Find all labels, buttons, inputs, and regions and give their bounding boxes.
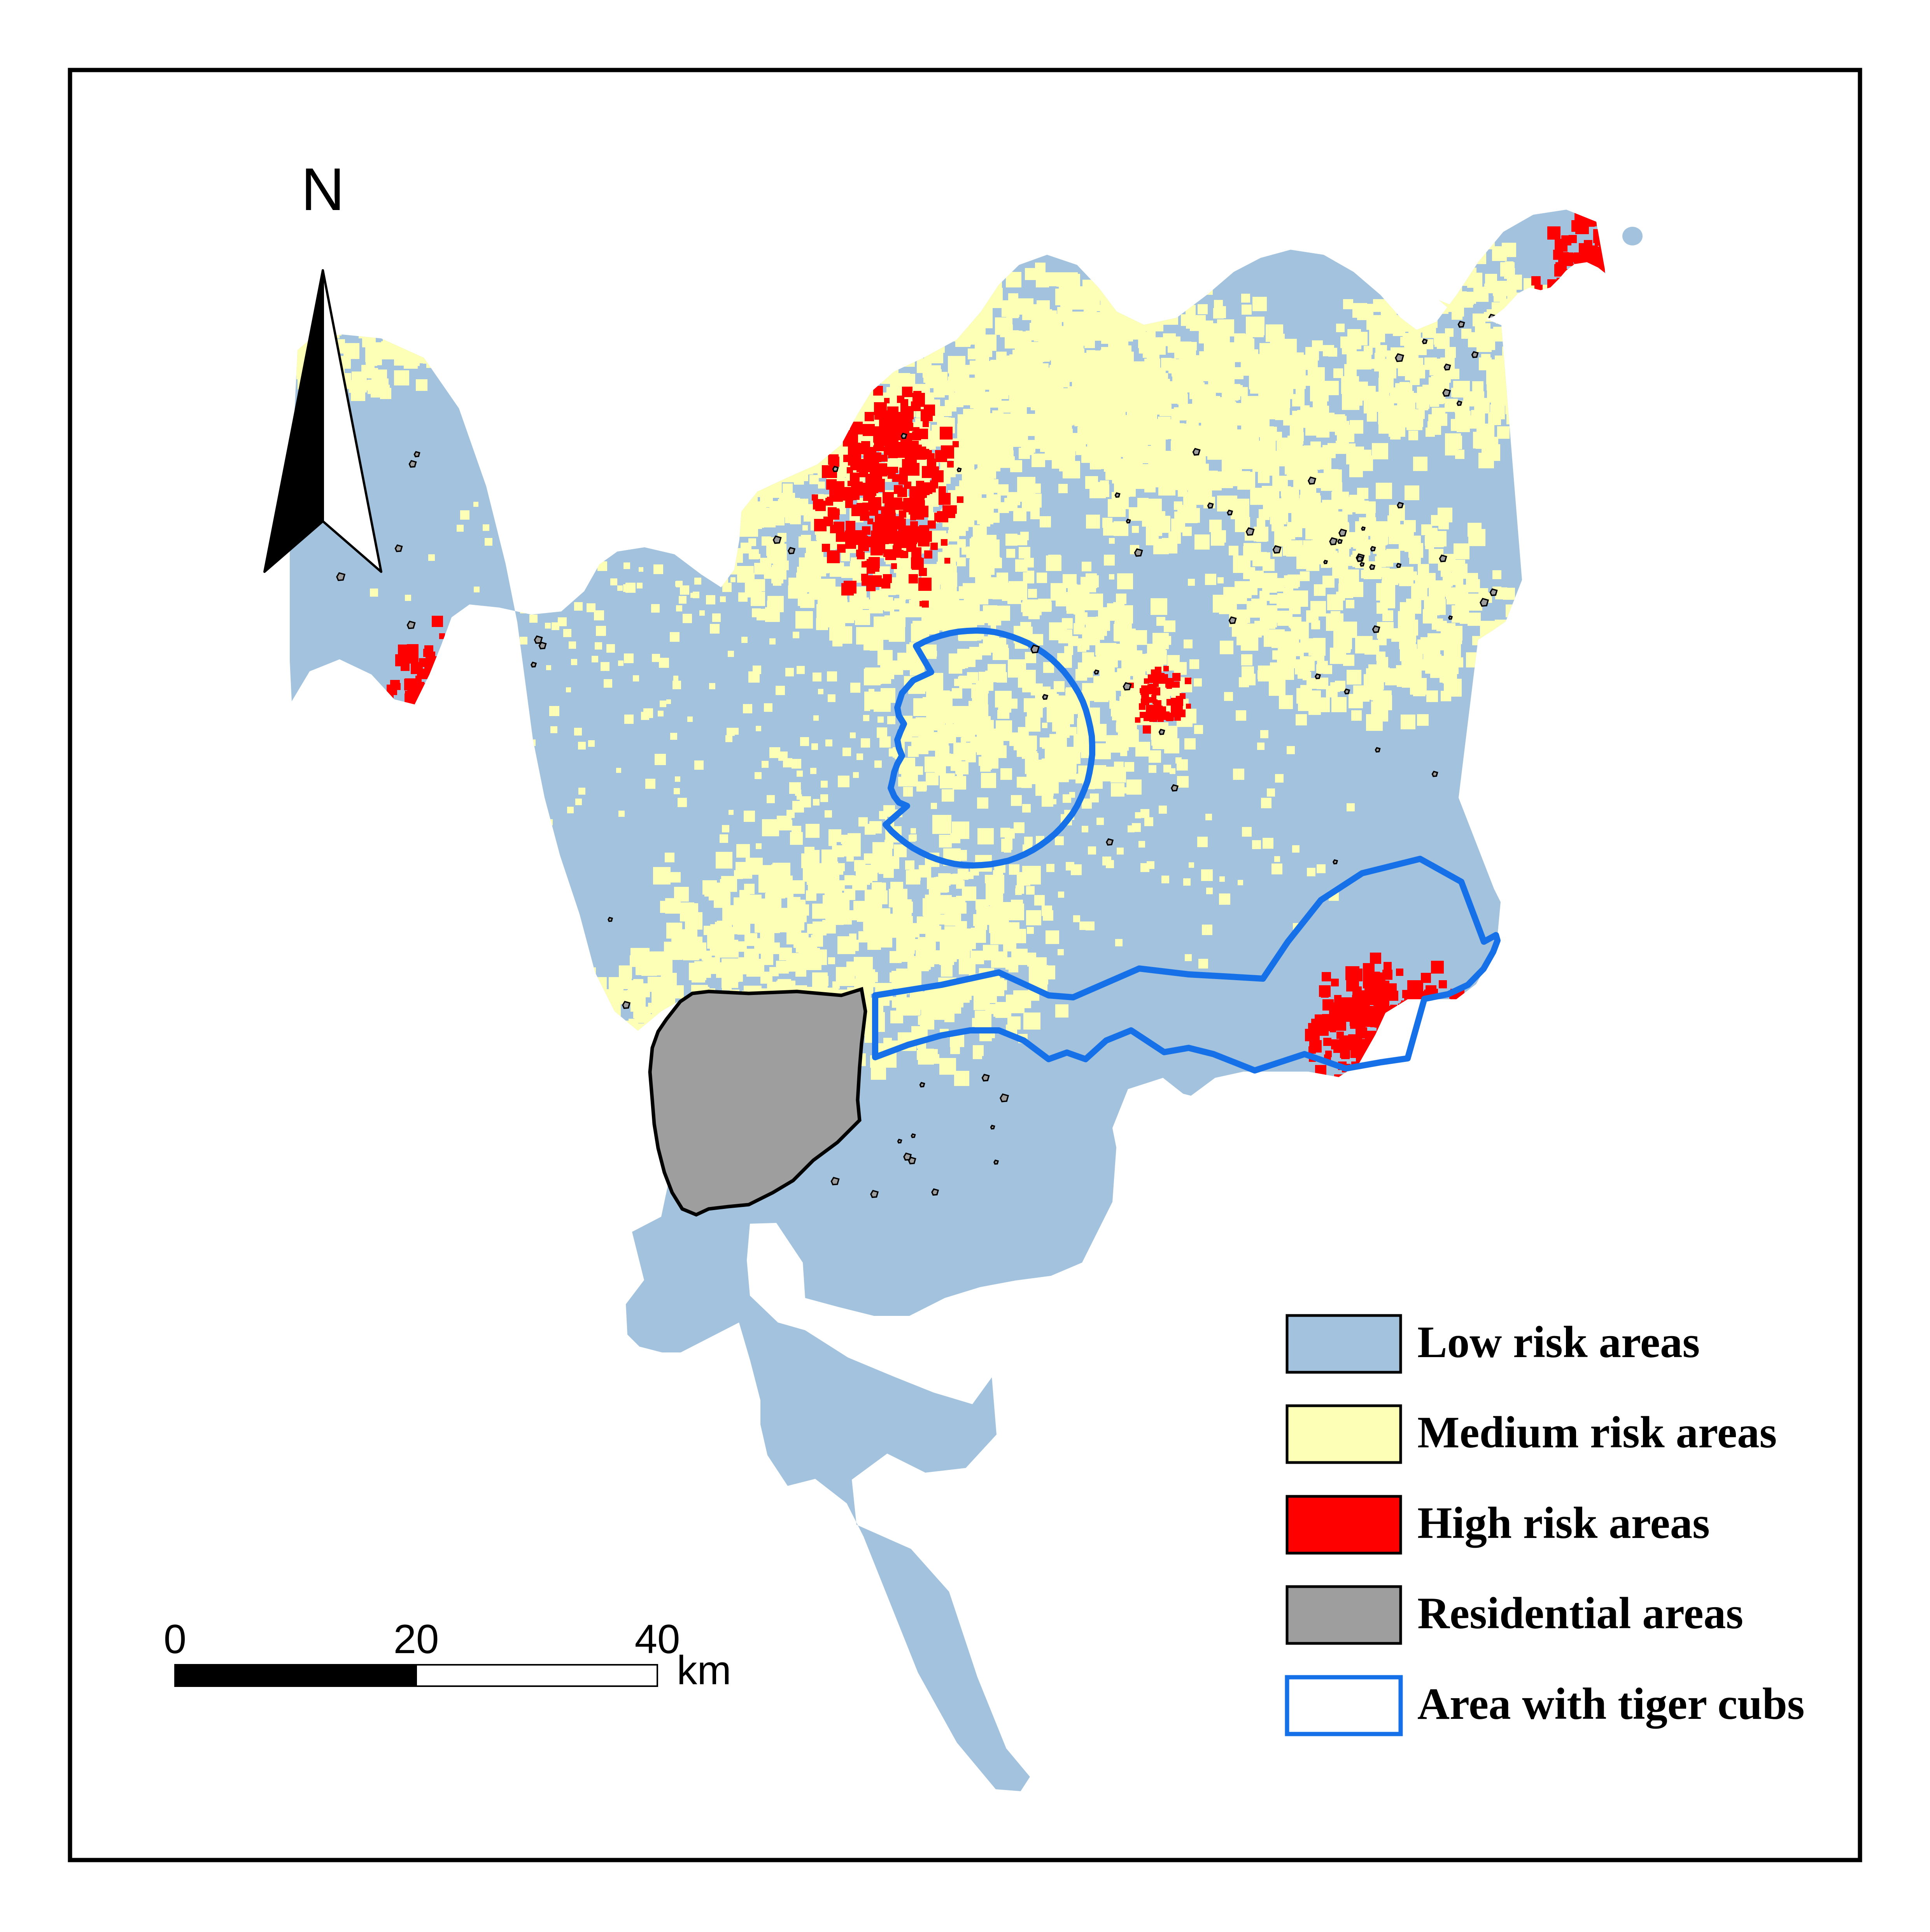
svg-text:Area with tiger cubs: Area with tiger cubs <box>1417 1679 1805 1729</box>
svg-text:N: N <box>301 156 345 223</box>
svg-text:0: 0 <box>164 1617 186 1662</box>
svg-text:km: km <box>677 1648 731 1693</box>
svg-text:High risk areas: High risk areas <box>1417 1498 1710 1548</box>
svg-text:Residential areas: Residential areas <box>1417 1589 1743 1638</box>
svg-text:Medium risk areas: Medium risk areas <box>1417 1408 1777 1457</box>
svg-text:Low risk areas: Low risk areas <box>1417 1317 1700 1367</box>
svg-text:20: 20 <box>394 1617 439 1662</box>
svg-text:40: 40 <box>635 1617 680 1662</box>
